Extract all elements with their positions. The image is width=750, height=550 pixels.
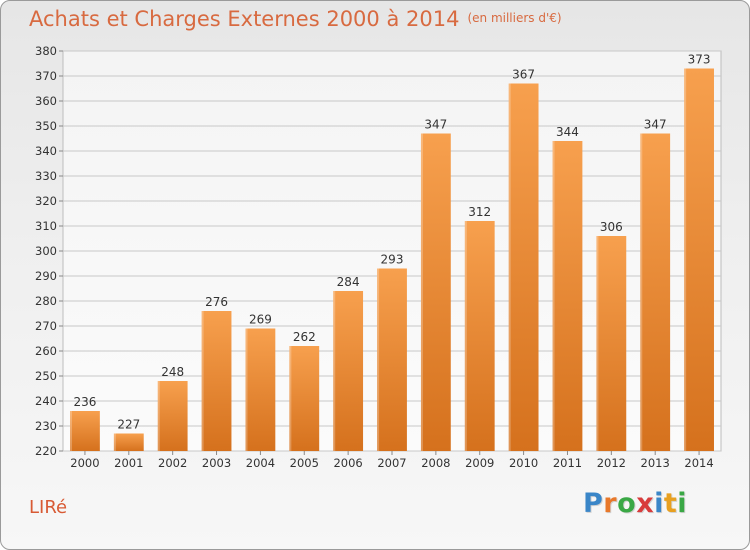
y-tick-label: 300 [35, 244, 57, 258]
x-tick-label-2005: 2005 [290, 456, 319, 470]
bar-2003 [201, 311, 232, 451]
y-tick-label: 220 [35, 444, 57, 458]
x-tick-label-2000: 2000 [70, 456, 99, 470]
y-tick-label: 250 [35, 369, 57, 383]
logo-letter: x [636, 488, 655, 519]
y-tick-label: 310 [35, 219, 57, 233]
logo-letter: i [677, 488, 688, 519]
bar-highlight [201, 311, 204, 451]
data-label-2001: 227 [117, 418, 140, 432]
data-label-2010: 367 [512, 68, 535, 82]
x-tick-label-2007: 2007 [377, 456, 406, 470]
data-label-2013: 347 [644, 118, 667, 132]
logo-letter: i [654, 488, 664, 519]
x-tick-label-2010: 2010 [509, 456, 538, 470]
x-tick-label-2002: 2002 [158, 456, 187, 470]
logo-letter: r [603, 488, 618, 519]
bar-2009 [464, 221, 495, 451]
bar-2007 [377, 268, 407, 451]
bar-2005 [289, 346, 320, 451]
y-tick-label: 260 [35, 344, 57, 358]
data-label-2002: 248 [161, 365, 184, 379]
y-tick-label: 280 [35, 294, 57, 308]
x-tick-label-2008: 2008 [421, 456, 450, 470]
bar-2004 [245, 328, 276, 451]
x-tick-label-2012: 2012 [597, 456, 626, 470]
bar-highlight [508, 83, 511, 451]
bar-highlight [552, 141, 555, 451]
y-tick-label: 290 [35, 269, 57, 283]
data-label-2005: 262 [293, 330, 316, 344]
bar-highlight [245, 328, 248, 451]
y-tick-label: 270 [35, 319, 57, 333]
chart-title: Achats et Charges Externes 2000 à 2014 [29, 7, 460, 31]
bar-2006 [333, 291, 364, 451]
bar-highlight [684, 68, 687, 451]
data-label-2004: 269 [249, 313, 272, 327]
y-tick-label: 330 [35, 169, 57, 183]
bar-highlight [70, 411, 73, 451]
y-tick-label: 350 [35, 119, 57, 133]
data-label-2012: 306 [600, 220, 623, 234]
bar-2010 [508, 83, 539, 451]
x-tick-label-2013: 2013 [641, 456, 670, 470]
bar-2008 [420, 133, 451, 451]
bar-2001 [113, 433, 144, 451]
logo-letter: o [617, 488, 637, 519]
x-tick-label-2003: 2003 [202, 456, 231, 470]
y-tick-label: 240 [35, 394, 57, 408]
bar-highlight [640, 133, 643, 451]
bar-2012 [596, 236, 627, 451]
bar-highlight [113, 433, 116, 451]
x-axis-ticks: 2000 2001 2002 2003 2004 2005 2006 2007 2008 2009… [70, 451, 714, 470]
data-label-2000: 236 [73, 395, 96, 409]
y-tick-label: 230 [35, 419, 57, 433]
bar-highlight [157, 381, 160, 451]
x-tick-label-2004: 2004 [246, 456, 275, 470]
y-tick-label: 370 [35, 69, 57, 83]
data-labels: 236 227 248 276 269 262 284 293 347 312 367 344 306 3… [73, 53, 710, 432]
bar-highlight [333, 291, 336, 451]
bar-highlight [420, 133, 423, 451]
bars [70, 68, 714, 451]
commune-name: LIRé [29, 497, 68, 518]
bar-highlight [596, 236, 599, 451]
chart-title-block: Achats et Charges Externes 2000 à 2014 (e… [29, 7, 562, 31]
bar-highlight [377, 268, 380, 451]
bar-2014 [684, 68, 714, 451]
chart-unit: (en milliers d'€) [467, 11, 562, 25]
data-label-2007: 293 [381, 253, 404, 267]
logo-letter: t [663, 488, 678, 519]
data-label-2014: 373 [688, 53, 711, 67]
y-tick-label: 360 [35, 94, 57, 108]
y-tick-label: 380 [35, 44, 57, 58]
x-tick-label-2006: 2006 [333, 456, 362, 470]
data-label-2009: 312 [468, 205, 491, 219]
data-label-2003: 276 [205, 295, 228, 309]
y-tick-label: 320 [35, 194, 57, 208]
x-tick-label-2001: 2001 [114, 456, 143, 470]
x-tick-label-2011: 2011 [553, 456, 582, 470]
y-tick-label: 340 [35, 144, 57, 158]
logo-letter: P [583, 488, 604, 519]
x-tick-label-2009: 2009 [465, 456, 494, 470]
bar-highlight [464, 221, 467, 451]
data-label-2008: 347 [424, 118, 447, 132]
bar-2000 [70, 411, 100, 451]
bar-2002 [157, 381, 188, 451]
data-label-2011: 344 [556, 125, 579, 139]
bar-2013 [640, 133, 671, 451]
bar-2011 [552, 141, 583, 451]
x-tick-label-2014: 2014 [684, 456, 713, 470]
proxiti-logo: Proxiti [583, 488, 687, 519]
y-axis-ticks: 220 230 240 250 260 270 280 290 300 310 320 330 340 3… [35, 44, 63, 458]
data-label-2006: 284 [337, 275, 360, 289]
bar-highlight [289, 346, 292, 451]
